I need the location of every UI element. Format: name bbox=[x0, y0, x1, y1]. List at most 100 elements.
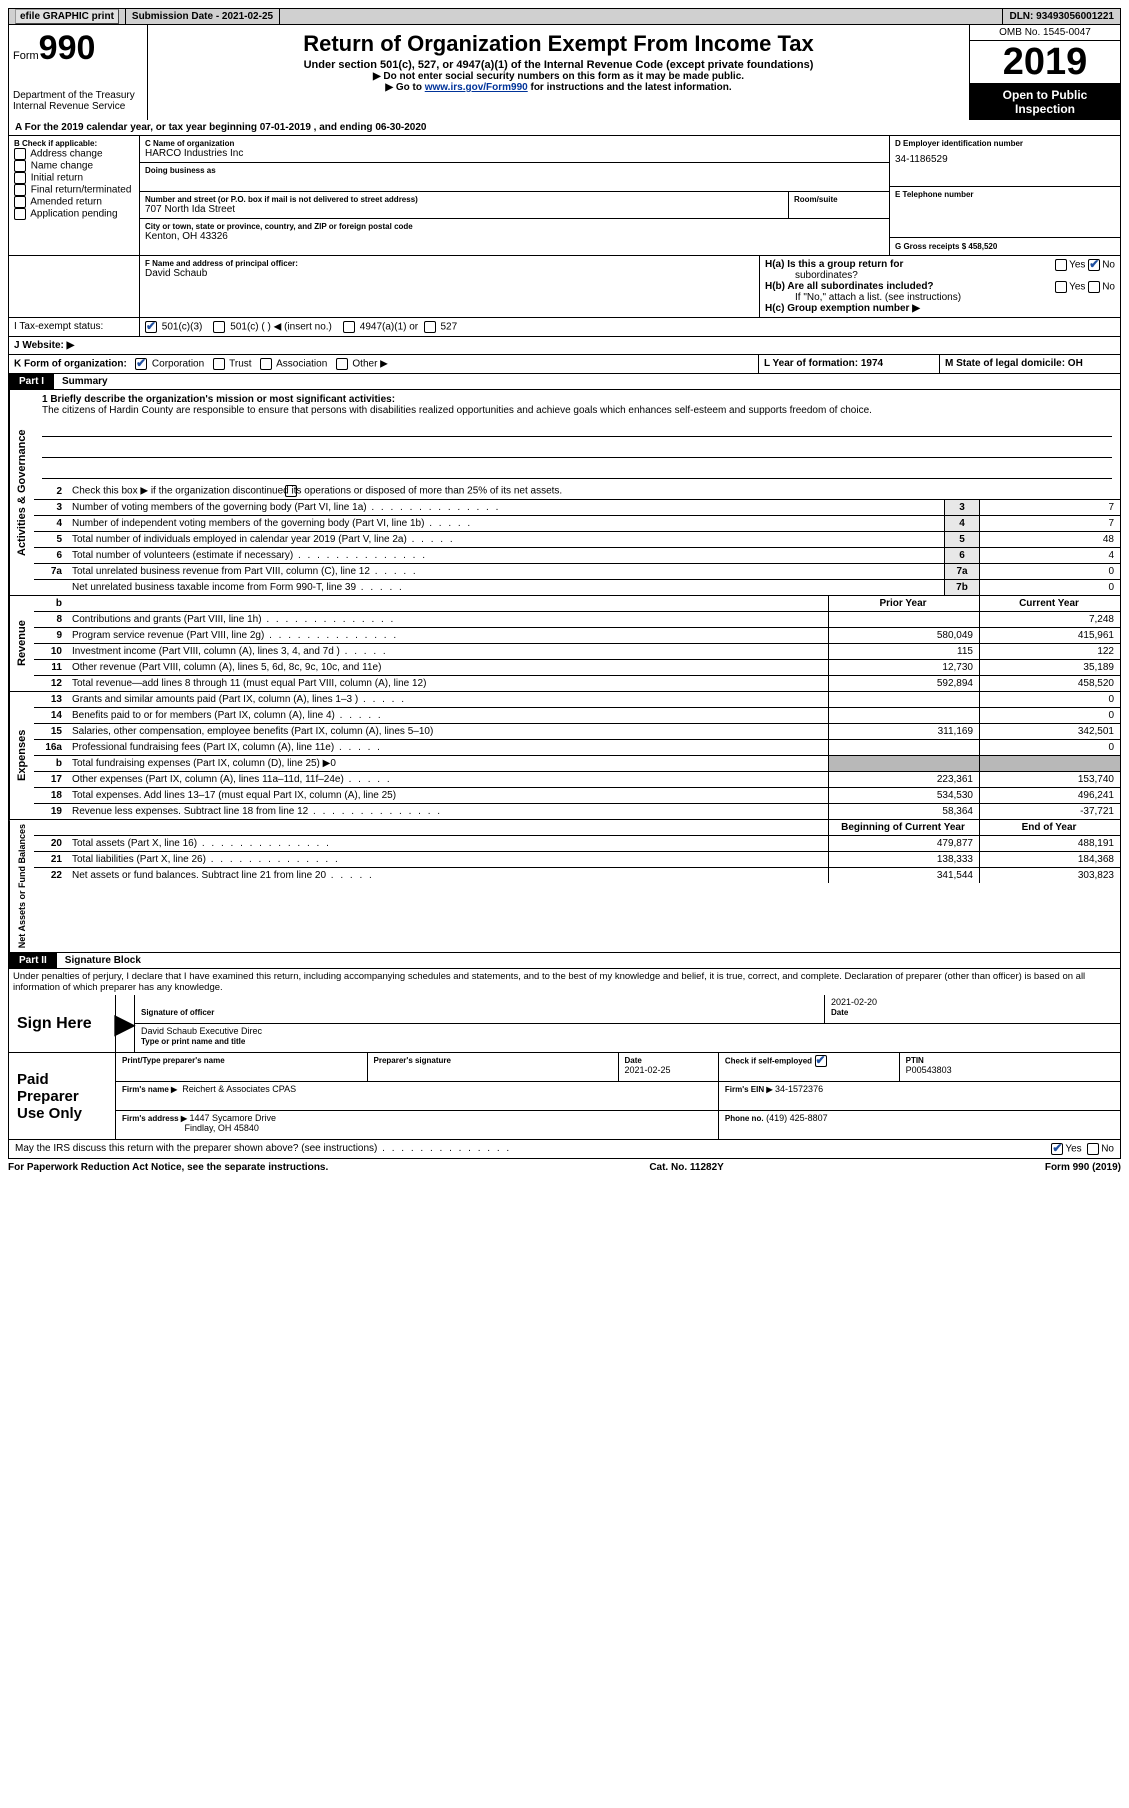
gov-row: 5Total number of individuals employed in… bbox=[34, 532, 1120, 548]
rev-row: 11Other revenue (Part VIII, column (A), … bbox=[34, 660, 1120, 676]
tax-exempt-row: I Tax-exempt status: 501(c)(3) 501(c) ( … bbox=[8, 318, 1121, 337]
exp-row: 14Benefits paid to or for members (Part … bbox=[34, 708, 1120, 724]
org-name: HARCO Industries Inc bbox=[145, 148, 884, 159]
year-formation: L Year of formation: 1974 bbox=[764, 358, 883, 369]
governance-table: 2Check this box ▶ if the organization di… bbox=[34, 483, 1120, 595]
signature-block: Sign Here ▶ Signature of officer 2021-02… bbox=[8, 995, 1121, 1159]
check-initial-return[interactable]: Initial return bbox=[14, 172, 134, 184]
exp-row: 15Salaries, other compensation, employee… bbox=[34, 724, 1120, 740]
website-row: J Website: ▶ bbox=[8, 337, 1121, 355]
dln: DLN: 93493056001221 bbox=[1002, 9, 1120, 24]
officer-name: David Schaub bbox=[145, 268, 754, 279]
gov-row: Net unrelated business taxable income fr… bbox=[34, 580, 1120, 596]
mission-text: The citizens of Hardin County are respon… bbox=[42, 405, 872, 416]
check-corporation[interactable] bbox=[135, 358, 147, 370]
subordinates: subordinates? bbox=[765, 270, 1115, 281]
rev-row: 9Program service revenue (Part VIII, lin… bbox=[34, 628, 1120, 644]
page-footer: For Paperwork Reduction Act Notice, see … bbox=[8, 1159, 1121, 1173]
department: Department of the Treasury Internal Reve… bbox=[13, 90, 143, 112]
expenses-table: 13Grants and similar amounts paid (Part … bbox=[34, 692, 1120, 819]
form-number: Form990 bbox=[13, 29, 143, 68]
part2-header: Part II Signature Block bbox=[8, 953, 1121, 969]
ein-label: D Employer identification number bbox=[895, 139, 1115, 148]
sign-here-label: Sign Here bbox=[9, 995, 116, 1052]
form-title: Return of Organization Exempt From Incom… bbox=[152, 31, 965, 57]
dba-label: Doing business as bbox=[145, 166, 884, 175]
gross-receipts: G Gross receipts $ 458,520 bbox=[895, 242, 997, 251]
city: Kenton, OH 43326 bbox=[145, 231, 884, 242]
check-other[interactable] bbox=[336, 358, 348, 370]
net-row: 20Total assets (Part X, line 16)479,8774… bbox=[34, 836, 1120, 852]
exp-row: 17Other expenses (Part IX, column (A), l… bbox=[34, 772, 1120, 788]
room-label: Room/suite bbox=[794, 195, 884, 204]
efile-label: efile GRAPHIC print bbox=[9, 9, 126, 24]
side-net-assets: Net Assets or Fund Balances bbox=[9, 820, 34, 952]
check-name-change[interactable]: Name change bbox=[14, 160, 134, 172]
check-amended[interactable]: Amended return bbox=[14, 196, 134, 208]
sign-arrow-icon: ▶ bbox=[116, 995, 135, 1052]
revenue-section: Revenue bPrior YearCurrent Year 8Contrib… bbox=[8, 596, 1121, 692]
public-inspection: Open to Public Inspection bbox=[970, 84, 1120, 120]
footer-left: For Paperwork Reduction Act Notice, see … bbox=[8, 1162, 328, 1173]
note-ssn: ▶ Do not enter social security numbers o… bbox=[152, 71, 965, 82]
check-discuss-no[interactable] bbox=[1087, 1143, 1099, 1155]
gov-row: 3Number of voting members of the governi… bbox=[34, 500, 1120, 516]
gov-row: 7aTotal unrelated business revenue from … bbox=[34, 564, 1120, 580]
street-label: Number and street (or P.O. box if mail i… bbox=[145, 195, 783, 204]
group-return-h-a: H(a) Is this a group return for Yes No bbox=[765, 259, 1115, 270]
mission-label: 1 Briefly describe the organization's mi… bbox=[42, 394, 395, 405]
check-pending[interactable]: Application pending bbox=[14, 208, 134, 220]
state-domicile: M State of legal domicile: OH bbox=[945, 358, 1083, 369]
check-self-employed[interactable] bbox=[815, 1055, 827, 1067]
org-name-label: C Name of organization bbox=[145, 139, 884, 148]
tax-year: 2019 bbox=[970, 41, 1120, 84]
ein: 34-1186529 bbox=[895, 154, 1115, 165]
revenue-table: bPrior YearCurrent Year 8Contributions a… bbox=[34, 596, 1120, 691]
form-org-row: K Form of organization: Corporation Trus… bbox=[8, 355, 1121, 374]
side-expenses: Expenses bbox=[9, 692, 34, 819]
exp-row: 18Total expenses. Add lines 13–17 (must … bbox=[34, 788, 1120, 804]
net-assets-table: Beginning of Current YearEnd of Year 20T… bbox=[34, 820, 1120, 883]
check-address-change[interactable]: Address change bbox=[14, 148, 134, 160]
group-return-h-b: H(b) Are all subordinates included? Yes … bbox=[765, 281, 1115, 292]
identity-row: B Check if applicable: Address change Na… bbox=[8, 136, 1121, 256]
rev-row: 8Contributions and grants (Part VIII, li… bbox=[34, 612, 1120, 628]
submission-date: Submission Date - 2021-02-25 bbox=[126, 9, 280, 24]
tax-period: A For the 2019 calendar year, or tax yea… bbox=[8, 120, 1121, 136]
city-label: City or town, state or province, country… bbox=[145, 222, 884, 231]
omb-number: OMB No. 1545-0047 bbox=[970, 25, 1120, 41]
box-b-label: B Check if applicable: bbox=[14, 139, 134, 148]
check-trust[interactable] bbox=[213, 358, 225, 370]
net-assets-section: Net Assets or Fund Balances Beginning of… bbox=[8, 820, 1121, 953]
check-discontinued[interactable] bbox=[285, 485, 297, 497]
footer-mid: Cat. No. 11282Y bbox=[649, 1162, 723, 1173]
top-bar: efile GRAPHIC print Submission Date - 20… bbox=[8, 8, 1121, 25]
check-501c[interactable] bbox=[213, 321, 225, 333]
check-4947[interactable] bbox=[343, 321, 355, 333]
officer-label: F Name and address of principal officer: bbox=[145, 259, 754, 268]
exp-row: bTotal fundraising expenses (Part IX, co… bbox=[34, 756, 1120, 772]
exp-row: 13Grants and similar amounts paid (Part … bbox=[34, 692, 1120, 708]
note-link: ▶ Go to www.irs.gov/Form990 for instruct… bbox=[152, 82, 965, 93]
net-row: 21Total liabilities (Part X, line 26)138… bbox=[34, 852, 1120, 868]
irs-discuss-row: May the IRS discuss this return with the… bbox=[9, 1140, 1120, 1158]
activities-governance: Activities & Governance 1 Briefly descri… bbox=[8, 390, 1121, 596]
check-association[interactable] bbox=[260, 358, 272, 370]
group-return-h-c: H(c) Group exemption number ▶ bbox=[765, 303, 1115, 314]
paid-preparer-label: Paid Preparer Use Only bbox=[9, 1053, 116, 1139]
expenses-section: Expenses 13Grants and similar amounts pa… bbox=[8, 692, 1121, 820]
officer-row: F Name and address of principal officer:… bbox=[8, 256, 1121, 318]
check-final-return[interactable]: Final return/terminated bbox=[14, 184, 134, 196]
net-row: 22Net assets or fund balances. Subtract … bbox=[34, 868, 1120, 884]
gov-row: 6Total number of volunteers (estimate if… bbox=[34, 548, 1120, 564]
side-revenue: Revenue bbox=[9, 596, 34, 691]
rev-row: 12Total revenue—add lines 8 through 11 (… bbox=[34, 676, 1120, 692]
check-discuss-yes[interactable] bbox=[1051, 1143, 1063, 1155]
exp-row: 19Revenue less expenses. Subtract line 1… bbox=[34, 804, 1120, 820]
form-subtitle: Under section 501(c), 527, or 4947(a)(1)… bbox=[152, 59, 965, 71]
part1-header: Part I Summary bbox=[8, 374, 1121, 390]
check-527[interactable] bbox=[424, 321, 436, 333]
irs-link[interactable]: www.irs.gov/Form990 bbox=[425, 82, 528, 93]
check-501c3[interactable] bbox=[145, 321, 157, 333]
gov-row: 4Number of independent voting members of… bbox=[34, 516, 1120, 532]
